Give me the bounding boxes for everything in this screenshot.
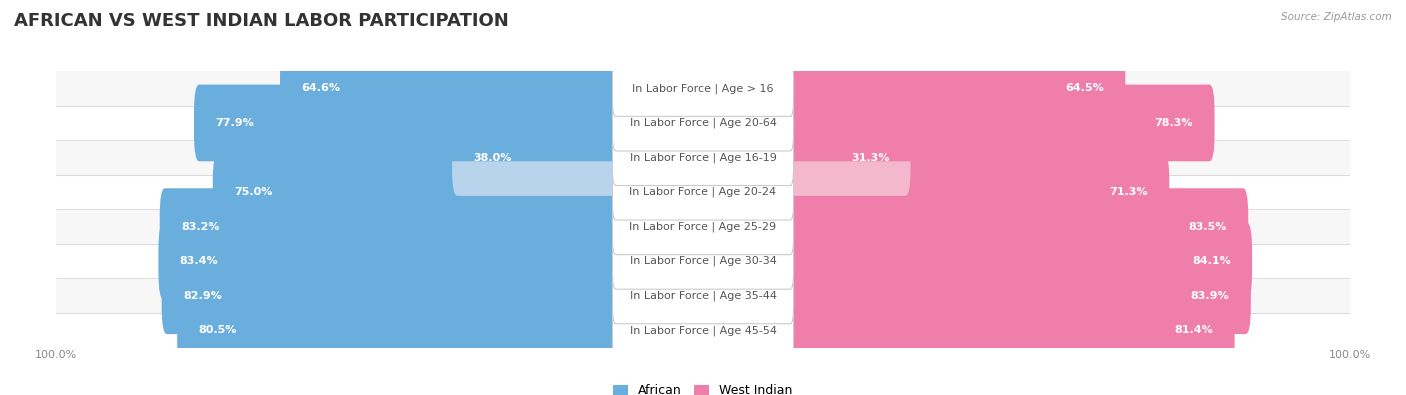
Bar bbox=[56, 209, 1350, 244]
Text: 82.9%: 82.9% bbox=[183, 291, 222, 301]
FancyBboxPatch shape bbox=[194, 85, 617, 161]
FancyBboxPatch shape bbox=[177, 292, 617, 369]
Text: 83.4%: 83.4% bbox=[180, 256, 218, 266]
FancyBboxPatch shape bbox=[453, 119, 617, 196]
FancyBboxPatch shape bbox=[613, 199, 793, 255]
FancyBboxPatch shape bbox=[789, 85, 1215, 161]
Text: In Labor Force | Age 35-44: In Labor Force | Age 35-44 bbox=[630, 290, 776, 301]
Text: 38.0%: 38.0% bbox=[474, 152, 512, 162]
Text: 83.2%: 83.2% bbox=[181, 222, 219, 231]
FancyBboxPatch shape bbox=[789, 223, 1253, 299]
Text: 78.3%: 78.3% bbox=[1154, 118, 1194, 128]
FancyBboxPatch shape bbox=[212, 154, 617, 230]
Bar bbox=[56, 313, 1350, 348]
Legend: African, West Indian: African, West Indian bbox=[609, 379, 797, 395]
FancyBboxPatch shape bbox=[613, 95, 793, 151]
FancyBboxPatch shape bbox=[613, 164, 793, 220]
Text: 83.5%: 83.5% bbox=[1188, 222, 1227, 231]
Text: In Labor Force | Age 30-34: In Labor Force | Age 30-34 bbox=[630, 256, 776, 267]
FancyBboxPatch shape bbox=[162, 258, 617, 334]
Text: 31.3%: 31.3% bbox=[851, 152, 889, 162]
Text: In Labor Force | Age 45-54: In Labor Force | Age 45-54 bbox=[630, 325, 776, 336]
FancyBboxPatch shape bbox=[613, 302, 793, 358]
Bar bbox=[56, 278, 1350, 313]
Text: AFRICAN VS WEST INDIAN LABOR PARTICIPATION: AFRICAN VS WEST INDIAN LABOR PARTICIPATI… bbox=[14, 12, 509, 30]
Text: 75.0%: 75.0% bbox=[233, 187, 273, 197]
FancyBboxPatch shape bbox=[280, 50, 617, 127]
FancyBboxPatch shape bbox=[789, 50, 1125, 127]
FancyBboxPatch shape bbox=[789, 188, 1249, 265]
FancyBboxPatch shape bbox=[789, 119, 911, 196]
Bar bbox=[56, 106, 1350, 140]
Text: In Labor Force | Age > 16: In Labor Force | Age > 16 bbox=[633, 83, 773, 94]
Text: 64.5%: 64.5% bbox=[1066, 83, 1104, 93]
Text: In Labor Force | Age 20-24: In Labor Force | Age 20-24 bbox=[630, 187, 776, 198]
Text: In Labor Force | Age 25-29: In Labor Force | Age 25-29 bbox=[630, 221, 776, 232]
Text: In Labor Force | Age 16-19: In Labor Force | Age 16-19 bbox=[630, 152, 776, 163]
FancyBboxPatch shape bbox=[613, 130, 793, 186]
Text: 84.1%: 84.1% bbox=[1192, 256, 1230, 266]
Bar bbox=[56, 244, 1350, 278]
FancyBboxPatch shape bbox=[159, 223, 617, 299]
Bar bbox=[56, 175, 1350, 209]
Text: 64.6%: 64.6% bbox=[301, 83, 340, 93]
Text: 71.3%: 71.3% bbox=[1109, 187, 1147, 197]
Text: In Labor Force | Age 20-64: In Labor Force | Age 20-64 bbox=[630, 118, 776, 128]
Text: Source: ZipAtlas.com: Source: ZipAtlas.com bbox=[1281, 12, 1392, 22]
Text: 81.4%: 81.4% bbox=[1174, 325, 1213, 335]
Bar bbox=[56, 140, 1350, 175]
Text: 80.5%: 80.5% bbox=[198, 325, 236, 335]
FancyBboxPatch shape bbox=[789, 258, 1251, 334]
Text: 83.9%: 83.9% bbox=[1191, 291, 1229, 301]
Text: 77.9%: 77.9% bbox=[215, 118, 254, 128]
FancyBboxPatch shape bbox=[613, 268, 793, 324]
FancyBboxPatch shape bbox=[160, 188, 617, 265]
FancyBboxPatch shape bbox=[789, 154, 1170, 230]
FancyBboxPatch shape bbox=[789, 292, 1234, 369]
FancyBboxPatch shape bbox=[613, 233, 793, 289]
FancyBboxPatch shape bbox=[613, 60, 793, 117]
Bar bbox=[56, 71, 1350, 106]
